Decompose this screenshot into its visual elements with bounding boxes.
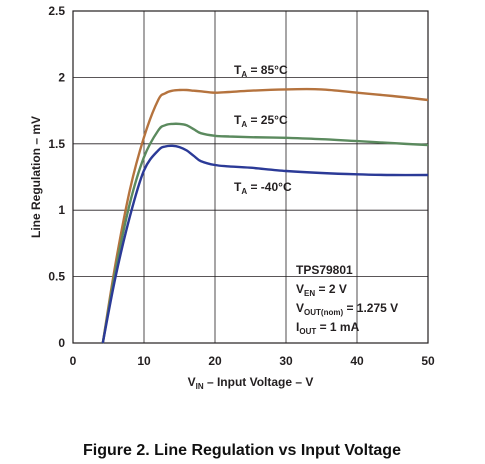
y-tick-label: 1.5 — [48, 137, 65, 151]
y-tick-label: 0 — [58, 336, 65, 350]
series-labels: TA = 85°C TA = 25°C TA = -40°C — [234, 63, 292, 196]
series-line-2 — [101, 122, 429, 344]
figure-caption: Figure 2. Line Regulation vs Input Volta… — [83, 442, 401, 459]
series-line-1 — [101, 87, 429, 344]
series-layer — [101, 87, 429, 344]
y-tick-label: 2 — [58, 70, 65, 84]
annotation-line-3: VOUT(nom) = 1.275 V — [296, 301, 398, 317]
x-tick-label: 50 — [421, 354, 435, 368]
x-tick-labels: 0 10 20 30 40 50 — [70, 354, 435, 368]
x-tick-label: 30 — [279, 354, 293, 368]
series-label-2: TA = 25°C — [234, 113, 288, 129]
series-label-3: TA = -40°C — [234, 180, 292, 196]
annotation-line-1: TPS79801 — [296, 263, 353, 277]
x-tick-label: 20 — [208, 354, 222, 368]
conditions-annotation: TPS79801 VEN = 2 V VOUT(nom) = 1.275 V IOUT… — [296, 263, 398, 336]
x-tick-label: 40 — [350, 354, 364, 368]
y-tick-labels: 0 0.5 1 1.5 2 2.5 — [48, 4, 65, 350]
x-tick-label: 0 — [70, 354, 77, 368]
x-axis-label: VIN – Input Voltage – V — [188, 375, 314, 391]
y-tick-label: 2.5 — [48, 4, 65, 18]
y-tick-label: 1 — [58, 203, 65, 217]
x-tick-label: 10 — [137, 354, 151, 368]
annotation-line-2: VEN = 2 V — [296, 282, 347, 298]
y-axis-label: Line Regulation – mV — [29, 116, 43, 238]
y-tick-label: 0.5 — [48, 270, 65, 284]
annotation-line-4: IOUT = 1 mA — [296, 320, 360, 336]
series-line-3 — [101, 144, 429, 344]
series-label-1: TA = 85°C — [234, 63, 288, 79]
plot-frame — [72, 10, 429, 344]
grid-lines — [73, 11, 428, 343]
